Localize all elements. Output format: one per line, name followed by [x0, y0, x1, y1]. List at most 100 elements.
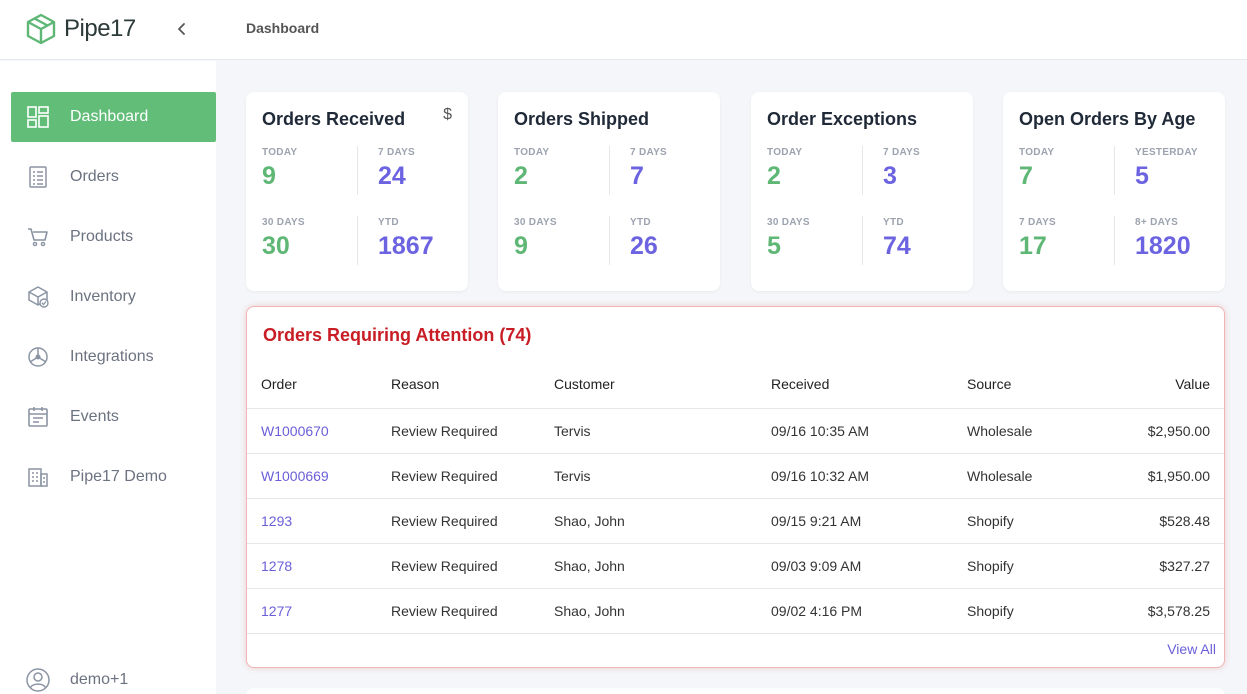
- stat-ytd: YTD 1867: [378, 217, 434, 261]
- card-orders-shipped: Orders Shipped TODAY 2 7 DAYS 7 30 DAYS …: [498, 92, 720, 291]
- column-header-value[interactable]: Value: [1083, 361, 1224, 409]
- stat-today: TODAY 7: [1019, 147, 1054, 191]
- column-header-order[interactable]: Order: [247, 361, 377, 409]
- dashboard-icon: [25, 104, 51, 130]
- sidebar-item-orders[interactable]: Orders: [11, 152, 216, 202]
- received-cell: 09/16 10:35 AM: [757, 408, 953, 454]
- table-row[interactable]: W1000670 Review Required Tervis 09/16 10…: [247, 408, 1224, 454]
- reason-cell: Review Required: [377, 498, 540, 544]
- stat-label: TODAY: [767, 147, 803, 158]
- stat-label: TODAY: [1019, 147, 1055, 158]
- table-row[interactable]: 1277 Review Required Shao, John 09/02 4:…: [247, 588, 1224, 634]
- column-header-reason[interactable]: Reason: [377, 361, 540, 409]
- dollar-icon: $: [443, 106, 452, 123]
- stat-label: 8+ DAYS: [1135, 217, 1179, 228]
- stat-label: 7 DAYS: [630, 147, 668, 158]
- table-row[interactable]: 1293 Review Required Shao, John 09/15 9:…: [247, 498, 1224, 544]
- stat-value: 9: [262, 162, 276, 190]
- received-cell: 09/02 4:16 PM: [757, 588, 953, 634]
- sidebar-item-integrations[interactable]: Integrations: [11, 332, 216, 382]
- divider: [357, 146, 358, 195]
- sidebar-item-products[interactable]: Products: [11, 212, 216, 262]
- stat-value: 5: [767, 232, 781, 260]
- user-name: demo+1: [70, 671, 129, 688]
- reason-cell: Review Required: [377, 453, 540, 499]
- source-cell: Wholesale: [953, 453, 1083, 499]
- order-link[interactable]: W1000669: [247, 453, 377, 499]
- divider: [862, 146, 863, 195]
- next-panel: [246, 688, 1225, 694]
- card-order-exceptions: Order Exceptions TODAY 2 7 DAYS 3 30 DAY…: [751, 92, 973, 291]
- sidebar-item-label: Inventory: [70, 288, 136, 305]
- stat-value: 5: [1135, 162, 1149, 190]
- stat-label: 30 DAYS: [514, 217, 557, 228]
- order-link[interactable]: 1278: [247, 543, 377, 589]
- stat-value: 1867: [378, 232, 434, 260]
- value-cell: $528.48: [1083, 498, 1224, 544]
- column-header-source[interactable]: Source: [953, 361, 1083, 409]
- customer-cell: Shao, John: [540, 588, 757, 634]
- orders-icon: [25, 164, 51, 190]
- order-link[interactable]: W1000670: [247, 408, 377, 454]
- card-orders-received: Orders Received $ TODAY 9 7 DAYS 24 30 D…: [246, 92, 468, 291]
- stat-value: 24: [378, 162, 406, 190]
- stat-label: TODAY: [262, 147, 298, 158]
- source-cell: Shopify: [953, 588, 1083, 634]
- stat-value: 9: [514, 232, 528, 260]
- card-title: Orders Shipped: [514, 109, 650, 129]
- order-link[interactable]: 1293: [247, 498, 377, 544]
- user-icon: [25, 667, 51, 693]
- divider: [609, 216, 610, 265]
- sidebar-item-inventory[interactable]: Inventory: [11, 272, 216, 322]
- stat-label: 7 DAYS: [883, 147, 921, 158]
- sidebar-user[interactable]: demo+1: [11, 655, 216, 694]
- logo[interactable]: Pipe17: [24, 12, 136, 46]
- received-cell: 09/15 9:21 AM: [757, 498, 953, 544]
- customer-cell: Shao, John: [540, 498, 757, 544]
- stat-label: YTD: [378, 217, 399, 228]
- stat-label: YESTERDAY: [1135, 147, 1198, 158]
- stat-label: 7 DAYS: [378, 147, 416, 158]
- source-cell: Shopify: [953, 543, 1083, 589]
- customer-cell: Tervis: [540, 408, 757, 454]
- page-title: Dashboard: [246, 20, 320, 36]
- stat-7-days: 7 DAYS 3: [883, 147, 920, 191]
- view-all-link[interactable]: View All: [1167, 641, 1216, 657]
- sidebar-item-label: Dashboard: [70, 108, 149, 125]
- divider: [1114, 216, 1115, 265]
- reason-cell: Review Required: [377, 543, 540, 589]
- attention-table: Order Reason Customer Received Source Va…: [247, 361, 1224, 634]
- stat-value: 7: [1019, 162, 1033, 190]
- cart-icon: [25, 224, 51, 250]
- calendar-icon: [25, 404, 51, 430]
- order-link[interactable]: 1277: [247, 588, 377, 634]
- value-cell: $1,950.00: [1083, 453, 1224, 499]
- sidebar-item-events[interactable]: Events: [11, 392, 216, 442]
- pipe17-logo-icon: [26, 13, 56, 45]
- stat-8-plus-days: 8+ DAYS 1820: [1135, 217, 1191, 261]
- table-row[interactable]: 1278 Review Required Shao, John 09/03 9:…: [247, 543, 1224, 589]
- stat-value: 2: [514, 162, 528, 190]
- card-open-orders-by-age: Open Orders By Age TODAY 7 YESTERDAY 5 7…: [1003, 92, 1225, 291]
- customer-cell: Tervis: [540, 453, 757, 499]
- attention-title: Orders Requiring Attention (74): [263, 325, 532, 345]
- sidebar-item-pipe17-demo[interactable]: Pipe17 Demo: [11, 452, 216, 502]
- stat-yesterday: YESTERDAY 5: [1135, 147, 1198, 191]
- table-row[interactable]: W1000669 Review Required Tervis 09/16 10…: [247, 453, 1224, 499]
- building-icon: [25, 464, 51, 490]
- app-name: Pipe17: [64, 15, 136, 42]
- stat-value: 30: [262, 232, 290, 260]
- customer-cell: Shao, John: [540, 543, 757, 589]
- stat-30-days: 30 DAYS 5: [767, 217, 810, 261]
- chevron-left-icon: [178, 23, 185, 35]
- column-header-customer[interactable]: Customer: [540, 361, 757, 409]
- card-title: Order Exceptions: [767, 109, 918, 129]
- source-cell: Shopify: [953, 498, 1083, 544]
- card-title: Orders Received: [262, 109, 406, 129]
- stat-label: 7 DAYS: [1019, 217, 1057, 228]
- inventory-icon: [25, 284, 51, 310]
- column-header-received[interactable]: Received: [757, 361, 953, 409]
- collapse-sidebar-button[interactable]: [172, 18, 192, 40]
- stat-label: YTD: [883, 217, 904, 228]
- sidebar-item-dashboard[interactable]: Dashboard: [11, 92, 216, 142]
